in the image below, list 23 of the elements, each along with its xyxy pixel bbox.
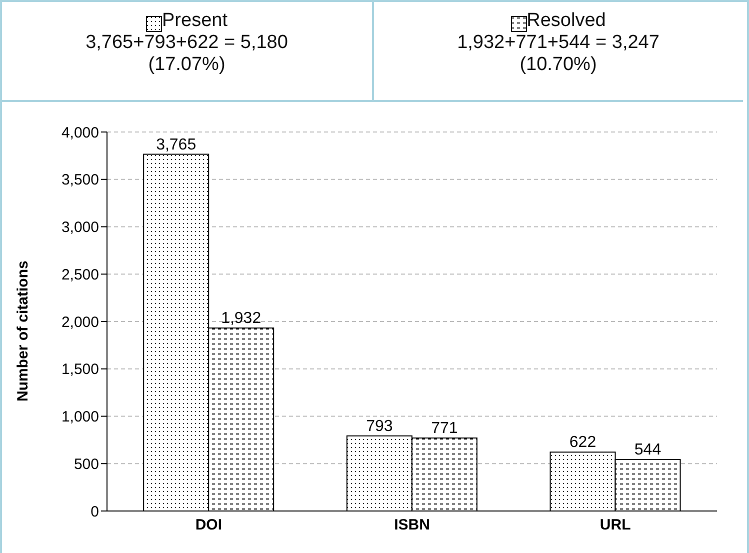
legend-label: Present	[162, 10, 228, 31]
data-label: 793	[366, 418, 393, 435]
data-label: 544	[634, 441, 662, 458]
y-axis-title: Number of citations	[14, 260, 32, 402]
y-tick-label: 0	[90, 503, 99, 520]
y-tick-label: 2,000	[61, 314, 99, 331]
y-tick-label: 3,500	[61, 172, 99, 189]
x-tick-label: DOI	[195, 516, 222, 534]
text: 1,932+771+544 = 3,247 (10.70%)	[456, 32, 660, 76]
x-tick-label: ISBN	[394, 516, 430, 534]
y-tick-label: 500	[74, 456, 99, 473]
data-label: 1,932	[221, 310, 262, 327]
data-label: 622	[569, 434, 596, 452]
y-tick-label: 2,500	[61, 266, 99, 284]
x-tick-label: URL	[600, 516, 631, 534]
y-tick-label: 4,000	[61, 124, 99, 142]
y-tick-label: 1,500	[61, 361, 99, 378]
text: 3,765+793+622 = 5,180 (17.07%)	[84, 32, 289, 76]
data-label: 3,765	[156, 136, 196, 154]
data-label: 771	[431, 420, 458, 437]
y-tick-label: 3,000	[61, 219, 99, 236]
y-tick-label: 1,000	[61, 408, 99, 426]
legend-label: Resolved	[526, 10, 606, 31]
